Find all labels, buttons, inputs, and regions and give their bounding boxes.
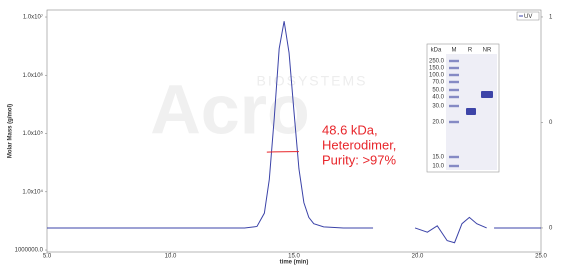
y2-tick-label: 1 [549, 15, 553, 21]
marker-band [449, 60, 459, 62]
marker-label: 40.0 [432, 95, 444, 101]
marker-band [449, 89, 459, 91]
marker-label: 100.0 [429, 73, 445, 79]
y-tick-label: 1000000.0 [15, 248, 44, 254]
y-tick-label: 1.0x10⁵ [22, 130, 43, 137]
x-axis-title: time (min) [280, 260, 309, 266]
watermark: BIOSYSTEMS [256, 73, 367, 89]
marker-label: 20.0 [432, 120, 444, 126]
marker-band [449, 105, 459, 107]
marker-label: 30.0 [432, 104, 444, 110]
band-nr [481, 91, 493, 98]
annotation: 48.6 kDa, [322, 122, 378, 137]
legend-label: UV [524, 14, 532, 20]
inset-header: kDa [431, 48, 442, 54]
inset-header: R [468, 48, 473, 54]
series-line [267, 152, 299, 153]
x-tick-label: 10.0 [165, 254, 177, 260]
marker-label: 250.0 [429, 59, 445, 65]
band-r [466, 108, 476, 115]
x-tick-label: 25.0 [535, 254, 547, 260]
marker-band [449, 81, 459, 83]
marker-label: 70.0 [432, 80, 444, 86]
marker-band [449, 156, 459, 158]
marker-band [449, 121, 459, 123]
inset-header: NR [483, 48, 492, 54]
annotation: Purity: >97% [322, 152, 397, 167]
y-tick-label: 1.0x10⁷ [23, 14, 43, 21]
y2-tick-label: 0 [549, 120, 553, 126]
x-tick-label: 5.0 [43, 254, 52, 260]
marker-label: 150.0 [429, 66, 445, 72]
x-tick-label: 15.0 [288, 254, 300, 260]
marker-band [449, 165, 459, 167]
marker-label: 10.0 [432, 164, 444, 170]
chart: Molar Mass (g/mol) time (min) Acro BIOSY… [0, 0, 571, 266]
y-tick-label: 1.0x10⁴ [22, 188, 43, 195]
marker-band [449, 67, 459, 69]
y-axis-title: Molar Mass (g/mol) [8, 104, 14, 158]
marker-band [449, 96, 459, 98]
marker-band [449, 74, 459, 76]
y-tick-label: 1.0x10⁶ [23, 72, 44, 79]
marker-label: 50.0 [432, 88, 444, 94]
x-tick-label: 20.0 [412, 254, 424, 260]
annotation: Heterodimer, [322, 137, 396, 152]
y2-tick-label: 0 [549, 226, 553, 232]
inset-header: M [452, 48, 457, 54]
marker-label: 15.0 [432, 155, 444, 161]
